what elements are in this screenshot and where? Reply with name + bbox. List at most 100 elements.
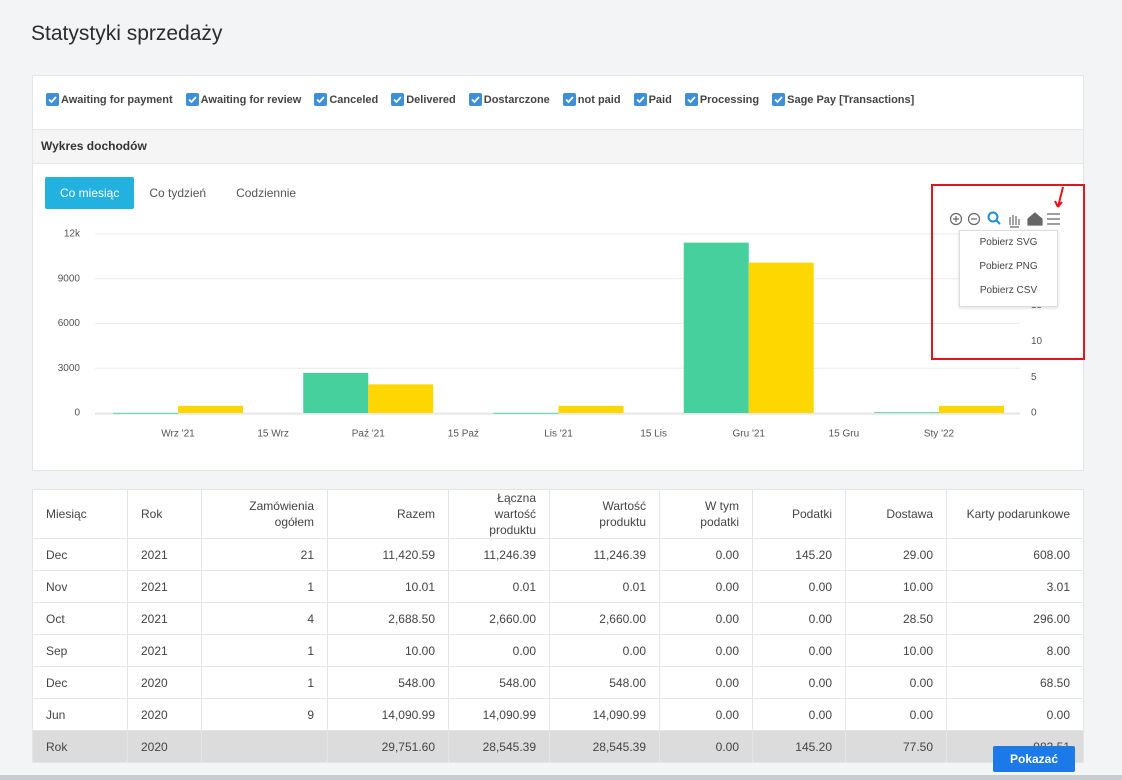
table-cell: 548.00 [549, 666, 660, 699]
x-tick-label: 15 Gru [829, 429, 860, 440]
column-header-text: Podatki [791, 507, 832, 521]
arrow [1054, 186, 1064, 208]
tab[interactable]: Codziennie [236, 186, 297, 200]
filter-checkbox[interactable]: Sage Pay [Transactions] [772, 93, 914, 106]
filter-checkbox[interactable]: Processing [684, 93, 760, 106]
chart-panel: Awaiting for payment Awaiting for review C… [32, 75, 1084, 471]
table-cell: 28,545.39 [448, 730, 550, 763]
bar [113, 412, 178, 414]
y2-tick-label: 10 [1031, 336, 1043, 347]
table-cell [201, 730, 328, 763]
column-header-text: Zamówienia ogółem [249, 499, 314, 529]
table-row: Dec 2020 1 548.00 548.00 548.00 0.00 0.00 0.00 68… [32, 666, 1084, 699]
table-cell: 1 [201, 666, 328, 699]
table-cell: 2021 [127, 602, 202, 635]
table-cell: 0.00 [659, 634, 753, 667]
table-cell: 14,090.99 [549, 698, 660, 731]
checkbox[interactable] [468, 93, 482, 106]
y2-tick-label: 0 [1031, 408, 1037, 419]
checkbox[interactable] [46, 93, 59, 106]
toolbar [949, 211, 1060, 228]
table-row: Dec 2021 21 11,420.59 11,246.39 11,246.39 0.00… [32, 538, 1084, 571]
zoom-in-icon[interactable] [949, 212, 963, 226]
x-tick-label: Wrz '21 [161, 429, 195, 440]
filter-checkbox[interactable]: Canceled [314, 93, 378, 106]
filter-checkbox[interactable]: Delivered [391, 93, 456, 106]
show-button[interactable]: Pokazać [993, 746, 1075, 772]
column-header: Zamówienia ogółem [201, 489, 328, 539]
filter-checkbox[interactable]: Dostarczone [468, 93, 550, 106]
table-cell: 8.00 [946, 634, 1084, 667]
bar [683, 242, 749, 413]
table-cell: 0.00 [752, 570, 846, 603]
export-menu: Pobierz SVG Pobierz PNG Pobierz CSV [959, 230, 1058, 307]
table-cell: 21 [201, 538, 328, 571]
table-cell: 0.00 [659, 666, 753, 699]
table-cell: 0.00 [845, 698, 947, 731]
column-header: Podatki [752, 489, 846, 539]
bottom-bar [0, 775, 1122, 780]
tab[interactable]: Co tydzień [149, 186, 207, 200]
checkbox[interactable] [185, 93, 199, 106]
home-icon[interactable] [1027, 212, 1043, 226]
table-cell: 2,688.50 [327, 602, 449, 635]
checkbox[interactable] [391, 93, 405, 106]
menu-item[interactable]: Pobierz SVG [979, 237, 1038, 248]
menu-item[interactable]: Pobierz CSV [979, 285, 1038, 296]
menu-icon[interactable] [1047, 213, 1060, 225]
x-tick-label: Paź '21 [352, 429, 385, 440]
table-cell: Rok [32, 730, 128, 763]
y-tick-label: 12k [64, 229, 81, 240]
tab[interactable]: Co miesiąc [45, 177, 135, 209]
table-cell: 0.00 [946, 698, 1084, 731]
table-cell: 0.01 [549, 570, 660, 603]
x-tick-label: Lis '21 [544, 429, 573, 440]
table-cell: 0.00 [752, 634, 846, 667]
checkbox[interactable] [772, 93, 786, 106]
table-cell: Dec [32, 666, 128, 699]
checkbox[interactable] [633, 93, 647, 106]
y-tick-label: 9000 [58, 273, 81, 284]
bar [748, 262, 814, 413]
page-title: Statystyki sprzedaży [31, 22, 223, 45]
zoom-icon[interactable] [987, 211, 999, 223]
zoom-out-icon[interactable] [967, 212, 981, 226]
filter-checkbox[interactable]: Awaiting for payment [46, 93, 173, 106]
filter-label: Delivered [406, 93, 456, 106]
table-cell: 2,660.00 [448, 602, 550, 635]
filter-checkbox[interactable]: Awaiting for review [185, 93, 302, 106]
filter-label: Awaiting for review [200, 93, 302, 106]
table-row: Oct 2021 4 2,688.50 2,660.00 2,660.00 0.00 0.00… [32, 602, 1084, 635]
column-header: Karty podarunkowe [946, 489, 1084, 539]
column-header: W tym podatki [659, 489, 753, 539]
filter-label: Processing [699, 93, 760, 106]
table-cell: 0.00 [659, 538, 753, 571]
column-header: Dostawa [845, 489, 947, 539]
filter-checkbox[interactable]: Paid [633, 93, 672, 106]
filter-checkbox[interactable]: not paid [562, 93, 621, 106]
pan-icon[interactable] [1009, 215, 1020, 228]
table-cell: 0.00 [752, 698, 846, 731]
filters: Awaiting for payment Awaiting for review C… [46, 93, 914, 106]
table-cell: 548.00 [327, 666, 449, 699]
column-header-text: Łączna wartość produktu [489, 491, 536, 537]
table-cell: 14,090.99 [448, 698, 550, 731]
column-header-text: Karty podarunkowe [966, 507, 1070, 521]
table-cell: 14,090.99 [327, 698, 449, 731]
x-tick-label: Gru '21 [733, 429, 766, 440]
checkbox[interactable] [314, 93, 328, 106]
table-cell: 2021 [127, 634, 202, 667]
bar [493, 412, 559, 414]
table-cell: 296.00 [946, 602, 1084, 635]
checkbox[interactable] [562, 93, 576, 106]
menu-item[interactable]: Pobierz PNG [979, 261, 1038, 272]
column-header-text: Miesiąc [46, 507, 87, 521]
table-header: Miesiąc Rok Zamówienia ogółem Razem Łączna w… [32, 489, 1084, 539]
filter-label: Paid [648, 93, 672, 106]
table-cell: 0.00 [659, 570, 753, 603]
table-cell: 11,246.39 [549, 538, 660, 571]
checkbox[interactable] [684, 93, 698, 106]
filter-label: Dostarczone [483, 93, 550, 106]
x-tick-label: 15 Wrz [257, 429, 289, 440]
